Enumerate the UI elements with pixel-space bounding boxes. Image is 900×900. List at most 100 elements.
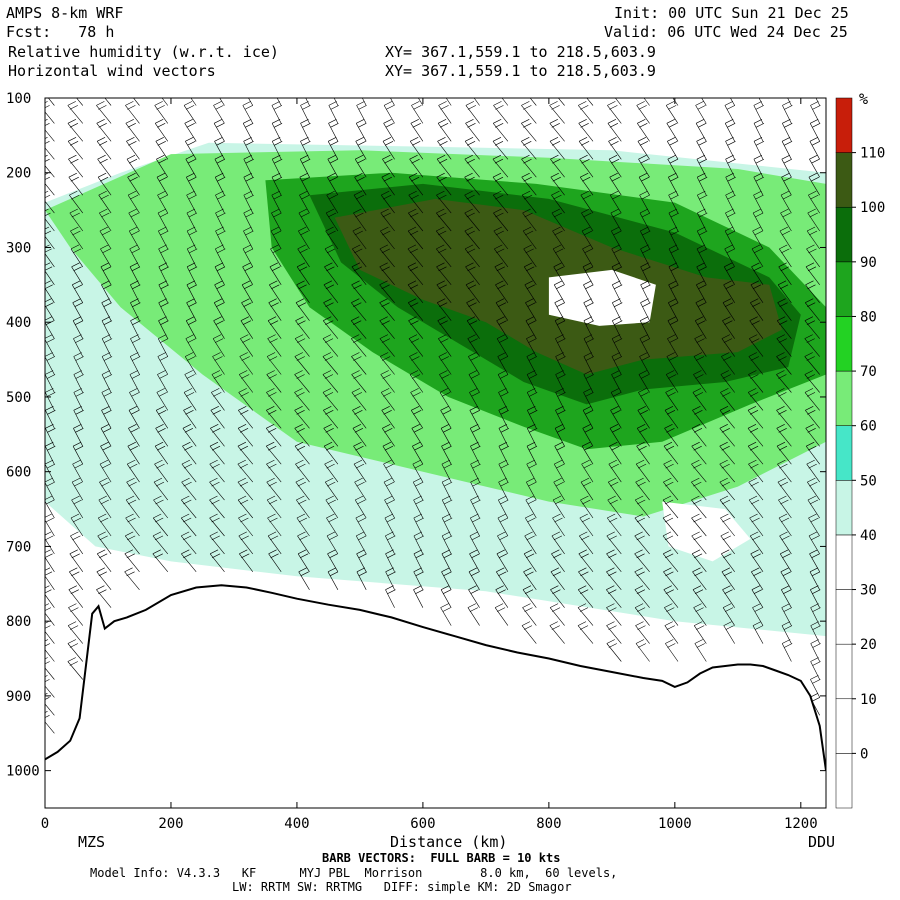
wind-barb xyxy=(668,244,680,268)
wind-barb xyxy=(635,621,650,644)
wind-barb xyxy=(666,352,679,375)
wind-barb xyxy=(607,495,622,519)
wind-barb xyxy=(45,603,55,626)
wind-barb xyxy=(209,459,225,483)
wind-barb xyxy=(101,334,113,357)
wind-barb xyxy=(155,424,169,447)
wind-barb xyxy=(492,137,509,160)
wind-barb xyxy=(212,352,225,375)
wind-barb xyxy=(265,441,282,465)
wind-barb xyxy=(554,424,566,447)
wind-barb xyxy=(606,531,622,555)
y-tick-label: 300 xyxy=(6,240,31,256)
wind-barb xyxy=(213,298,225,321)
wind-barb xyxy=(156,154,169,178)
wind-barb xyxy=(383,459,395,483)
wind-barb xyxy=(810,657,821,680)
wind-barb xyxy=(436,244,452,268)
colorbar-label: 40 xyxy=(860,528,877,544)
wind-barb xyxy=(294,441,310,465)
wind-barb xyxy=(668,298,679,321)
wind-barb xyxy=(98,190,112,214)
wind-barb xyxy=(361,98,367,106)
wind-barb xyxy=(71,477,84,501)
wind-barb xyxy=(721,549,735,572)
wind-barb xyxy=(637,137,650,160)
wind-barb xyxy=(271,154,283,178)
wind-barb xyxy=(323,424,339,447)
wind-barb xyxy=(45,370,56,393)
wind-barb xyxy=(638,172,650,196)
wind-barb xyxy=(354,477,367,501)
wind-barb xyxy=(45,459,56,483)
wind-barb xyxy=(606,549,622,572)
wind-barb xyxy=(185,154,197,178)
wind-barb xyxy=(407,280,424,303)
wind-barb xyxy=(691,424,707,447)
wind-barb xyxy=(45,495,55,519)
wind-barb xyxy=(97,154,112,178)
wind-barb xyxy=(758,98,764,106)
wind-barb xyxy=(636,424,650,447)
wind-barb xyxy=(747,441,764,465)
wind-barb xyxy=(697,208,708,232)
wind-barb xyxy=(470,513,481,537)
wind-barb xyxy=(691,495,707,519)
wind-barb xyxy=(465,119,480,142)
wind-barb xyxy=(634,567,650,590)
wind-barb xyxy=(753,172,764,196)
wind-barb xyxy=(297,531,310,555)
start-location-label: MZS xyxy=(78,833,106,851)
wind-barb xyxy=(496,334,509,357)
wind-barb xyxy=(779,244,792,268)
wind-barb xyxy=(242,119,254,142)
wind-barb xyxy=(776,441,792,465)
wind-barb xyxy=(552,495,565,519)
wind-barb xyxy=(101,298,112,321)
wind-barb xyxy=(212,334,225,357)
wind-barb xyxy=(436,298,452,321)
wind-barb xyxy=(468,567,480,590)
wind-barb xyxy=(441,459,453,483)
x-tick-label: 1200 xyxy=(784,816,818,832)
wind-barb xyxy=(185,316,197,339)
wind-barb xyxy=(522,585,537,608)
wind-barb xyxy=(45,190,55,214)
wind-barb xyxy=(582,406,594,429)
wind-barb xyxy=(612,298,623,321)
wind-barb xyxy=(215,190,226,214)
colorbar-swatch xyxy=(835,97,853,153)
wind-barb xyxy=(157,370,169,393)
wind-barb xyxy=(356,567,368,590)
wind-barb xyxy=(554,316,566,339)
wind-barb xyxy=(45,675,55,698)
wind-barb xyxy=(639,334,651,357)
wind-barb xyxy=(322,388,339,411)
wind-barb xyxy=(265,424,282,447)
wind-barb xyxy=(412,441,424,465)
wind-barb xyxy=(240,334,254,357)
wind-barb xyxy=(551,549,565,572)
wind-barb xyxy=(639,316,651,339)
wind-barb xyxy=(437,119,452,142)
wind-barb xyxy=(608,154,622,178)
wind-barb xyxy=(810,675,821,698)
wind-barb xyxy=(551,531,565,555)
wind-barb xyxy=(213,316,225,339)
wind-barb xyxy=(666,119,679,142)
field-label: Relative humidity (w.r.t. ice) xyxy=(8,43,279,61)
wind-barb xyxy=(379,352,395,375)
wind-barb xyxy=(154,459,169,483)
wind-barb xyxy=(153,495,169,519)
wind-barb xyxy=(806,226,820,250)
wind-barb xyxy=(96,119,112,142)
wind-barb xyxy=(325,495,339,519)
wind-barb xyxy=(753,190,764,214)
wind-barb xyxy=(776,388,792,411)
wind-barb xyxy=(441,567,452,590)
wind-barb xyxy=(70,244,84,268)
wind-barb xyxy=(436,262,452,285)
wind-barb xyxy=(523,262,537,285)
wind-barb xyxy=(213,119,225,142)
wind-barb xyxy=(750,549,764,572)
